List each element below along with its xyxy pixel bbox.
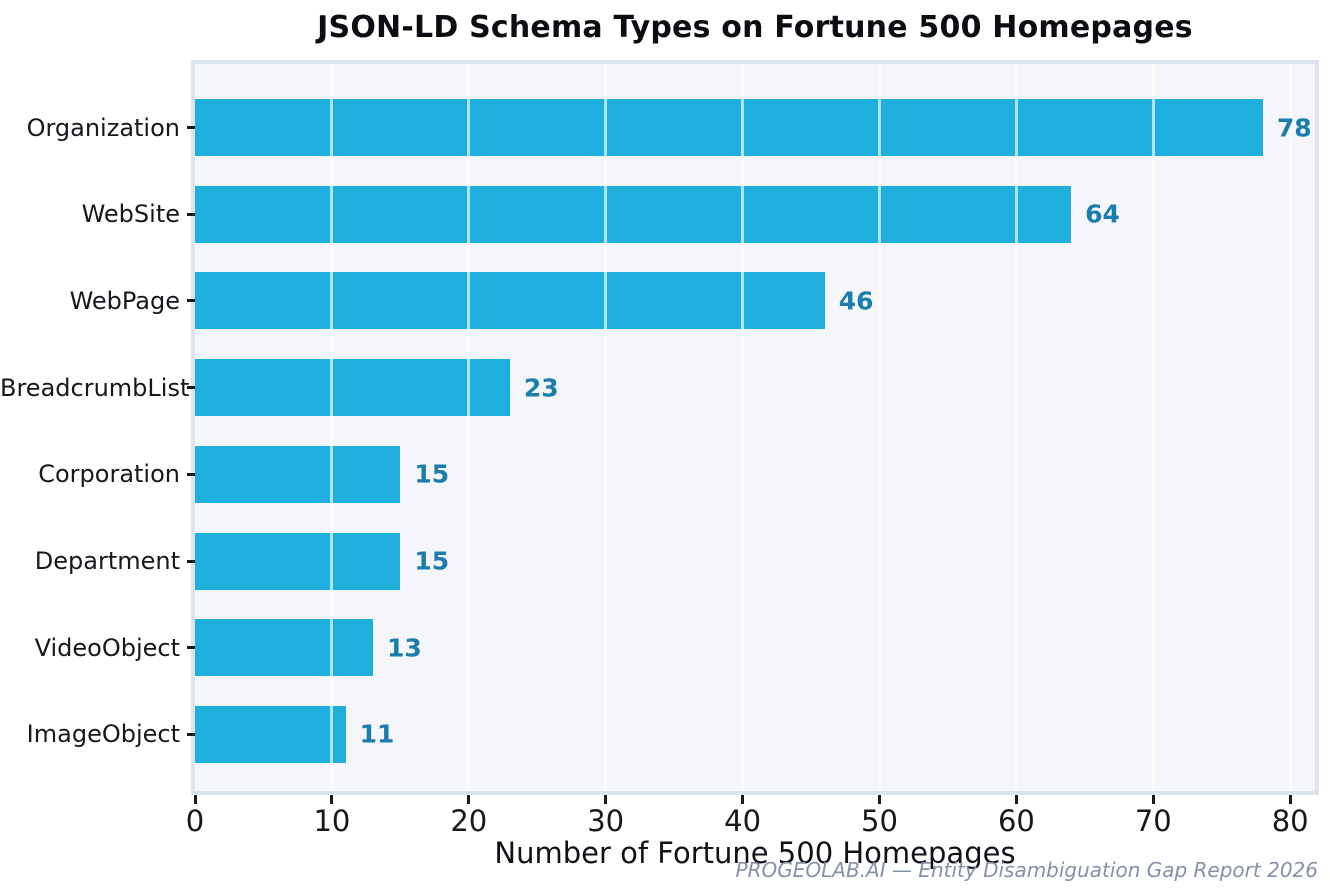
category-label-department: Department bbox=[34, 547, 180, 576]
y-tick-mark bbox=[187, 126, 195, 129]
x-tick-label-60: 60 bbox=[997, 804, 1035, 838]
x-axis-label: Number of Fortune 500 Homepages bbox=[494, 836, 1016, 870]
x-tick-label-40: 40 bbox=[724, 804, 762, 838]
bar-value-label: 64 bbox=[1085, 199, 1120, 229]
category-label-breadcrumblist: BreadcrumbList bbox=[0, 373, 190, 402]
category-label-webpage: WebPage bbox=[69, 286, 180, 315]
bar-imageobject bbox=[195, 705, 346, 763]
gridline-x-20 bbox=[467, 64, 471, 791]
x-tick-label-80: 80 bbox=[1271, 804, 1309, 838]
bar-value-label: 13 bbox=[386, 633, 422, 663]
bar-value-label: 46 bbox=[838, 286, 874, 316]
gridline-x-50 bbox=[878, 64, 881, 791]
x-tick-mark bbox=[1151, 795, 1155, 804]
gridline-x-60 bbox=[1014, 64, 1018, 791]
x-tick-label-70: 70 bbox=[1134, 804, 1172, 838]
x-tick-mark bbox=[878, 795, 881, 804]
y-tick-mark bbox=[187, 386, 195, 390]
bar-value-label: 15 bbox=[414, 546, 450, 576]
category-label-imageobject: ImageObject bbox=[26, 720, 180, 749]
bar-value-label: 11 bbox=[359, 719, 395, 749]
bar-corporation bbox=[195, 445, 401, 503]
x-tick-mark bbox=[330, 795, 334, 804]
x-tick-label-0: 0 bbox=[185, 804, 205, 838]
bar-organization bbox=[195, 99, 1263, 156]
bar-value-label: 78 bbox=[1276, 113, 1312, 142]
chart-title: JSON-LD Schema Types on Fortune 500 Home… bbox=[317, 10, 1193, 45]
x-tick-mark bbox=[604, 795, 608, 804]
bar-value-label: 23 bbox=[523, 373, 559, 403]
category-label-website: WebSite bbox=[81, 200, 180, 229]
y-tick-mark bbox=[187, 646, 195, 650]
category-label-videoobject: VideoObject bbox=[34, 633, 180, 662]
x-tick-label-10: 10 bbox=[313, 804, 351, 838]
category-label-corporation: Corporation bbox=[38, 460, 180, 489]
bar-webpage bbox=[195, 272, 825, 330]
y-tick-mark bbox=[187, 732, 195, 736]
bar-value-label: 15 bbox=[414, 459, 450, 489]
x-tick-label-50: 50 bbox=[861, 804, 898, 838]
y-tick-mark bbox=[187, 299, 195, 303]
x-tick-mark bbox=[1014, 795, 1018, 804]
x-tick-mark bbox=[467, 795, 471, 804]
footer-attribution: PROGEOLAB.AI — Entity Disambiguation Gap… bbox=[735, 858, 1318, 882]
gridline-x-80 bbox=[1288, 64, 1292, 791]
plot-area: 78 64 46 23 15 15 13 11 bbox=[191, 60, 1319, 795]
y-tick-mark bbox=[187, 559, 195, 563]
gridline-x-10 bbox=[330, 64, 334, 791]
y-tick-mark bbox=[187, 472, 195, 476]
gridline-x-40 bbox=[741, 64, 745, 791]
gridline-x-30 bbox=[604, 64, 608, 791]
x-tick-mark bbox=[193, 795, 197, 804]
bar-website bbox=[195, 185, 1072, 243]
x-tick-mark bbox=[1288, 795, 1292, 804]
x-tick-label-20: 20 bbox=[450, 804, 488, 838]
bar-breadcrumblist bbox=[195, 359, 510, 417]
category-label-organization: Organization bbox=[26, 113, 180, 142]
y-tick-mark bbox=[187, 212, 195, 216]
x-tick-label-30: 30 bbox=[587, 804, 625, 838]
gridline-x-70 bbox=[1151, 64, 1155, 791]
bar-department bbox=[195, 532, 401, 590]
bar-videoobject bbox=[195, 619, 373, 677]
x-tick-mark bbox=[741, 795, 745, 804]
